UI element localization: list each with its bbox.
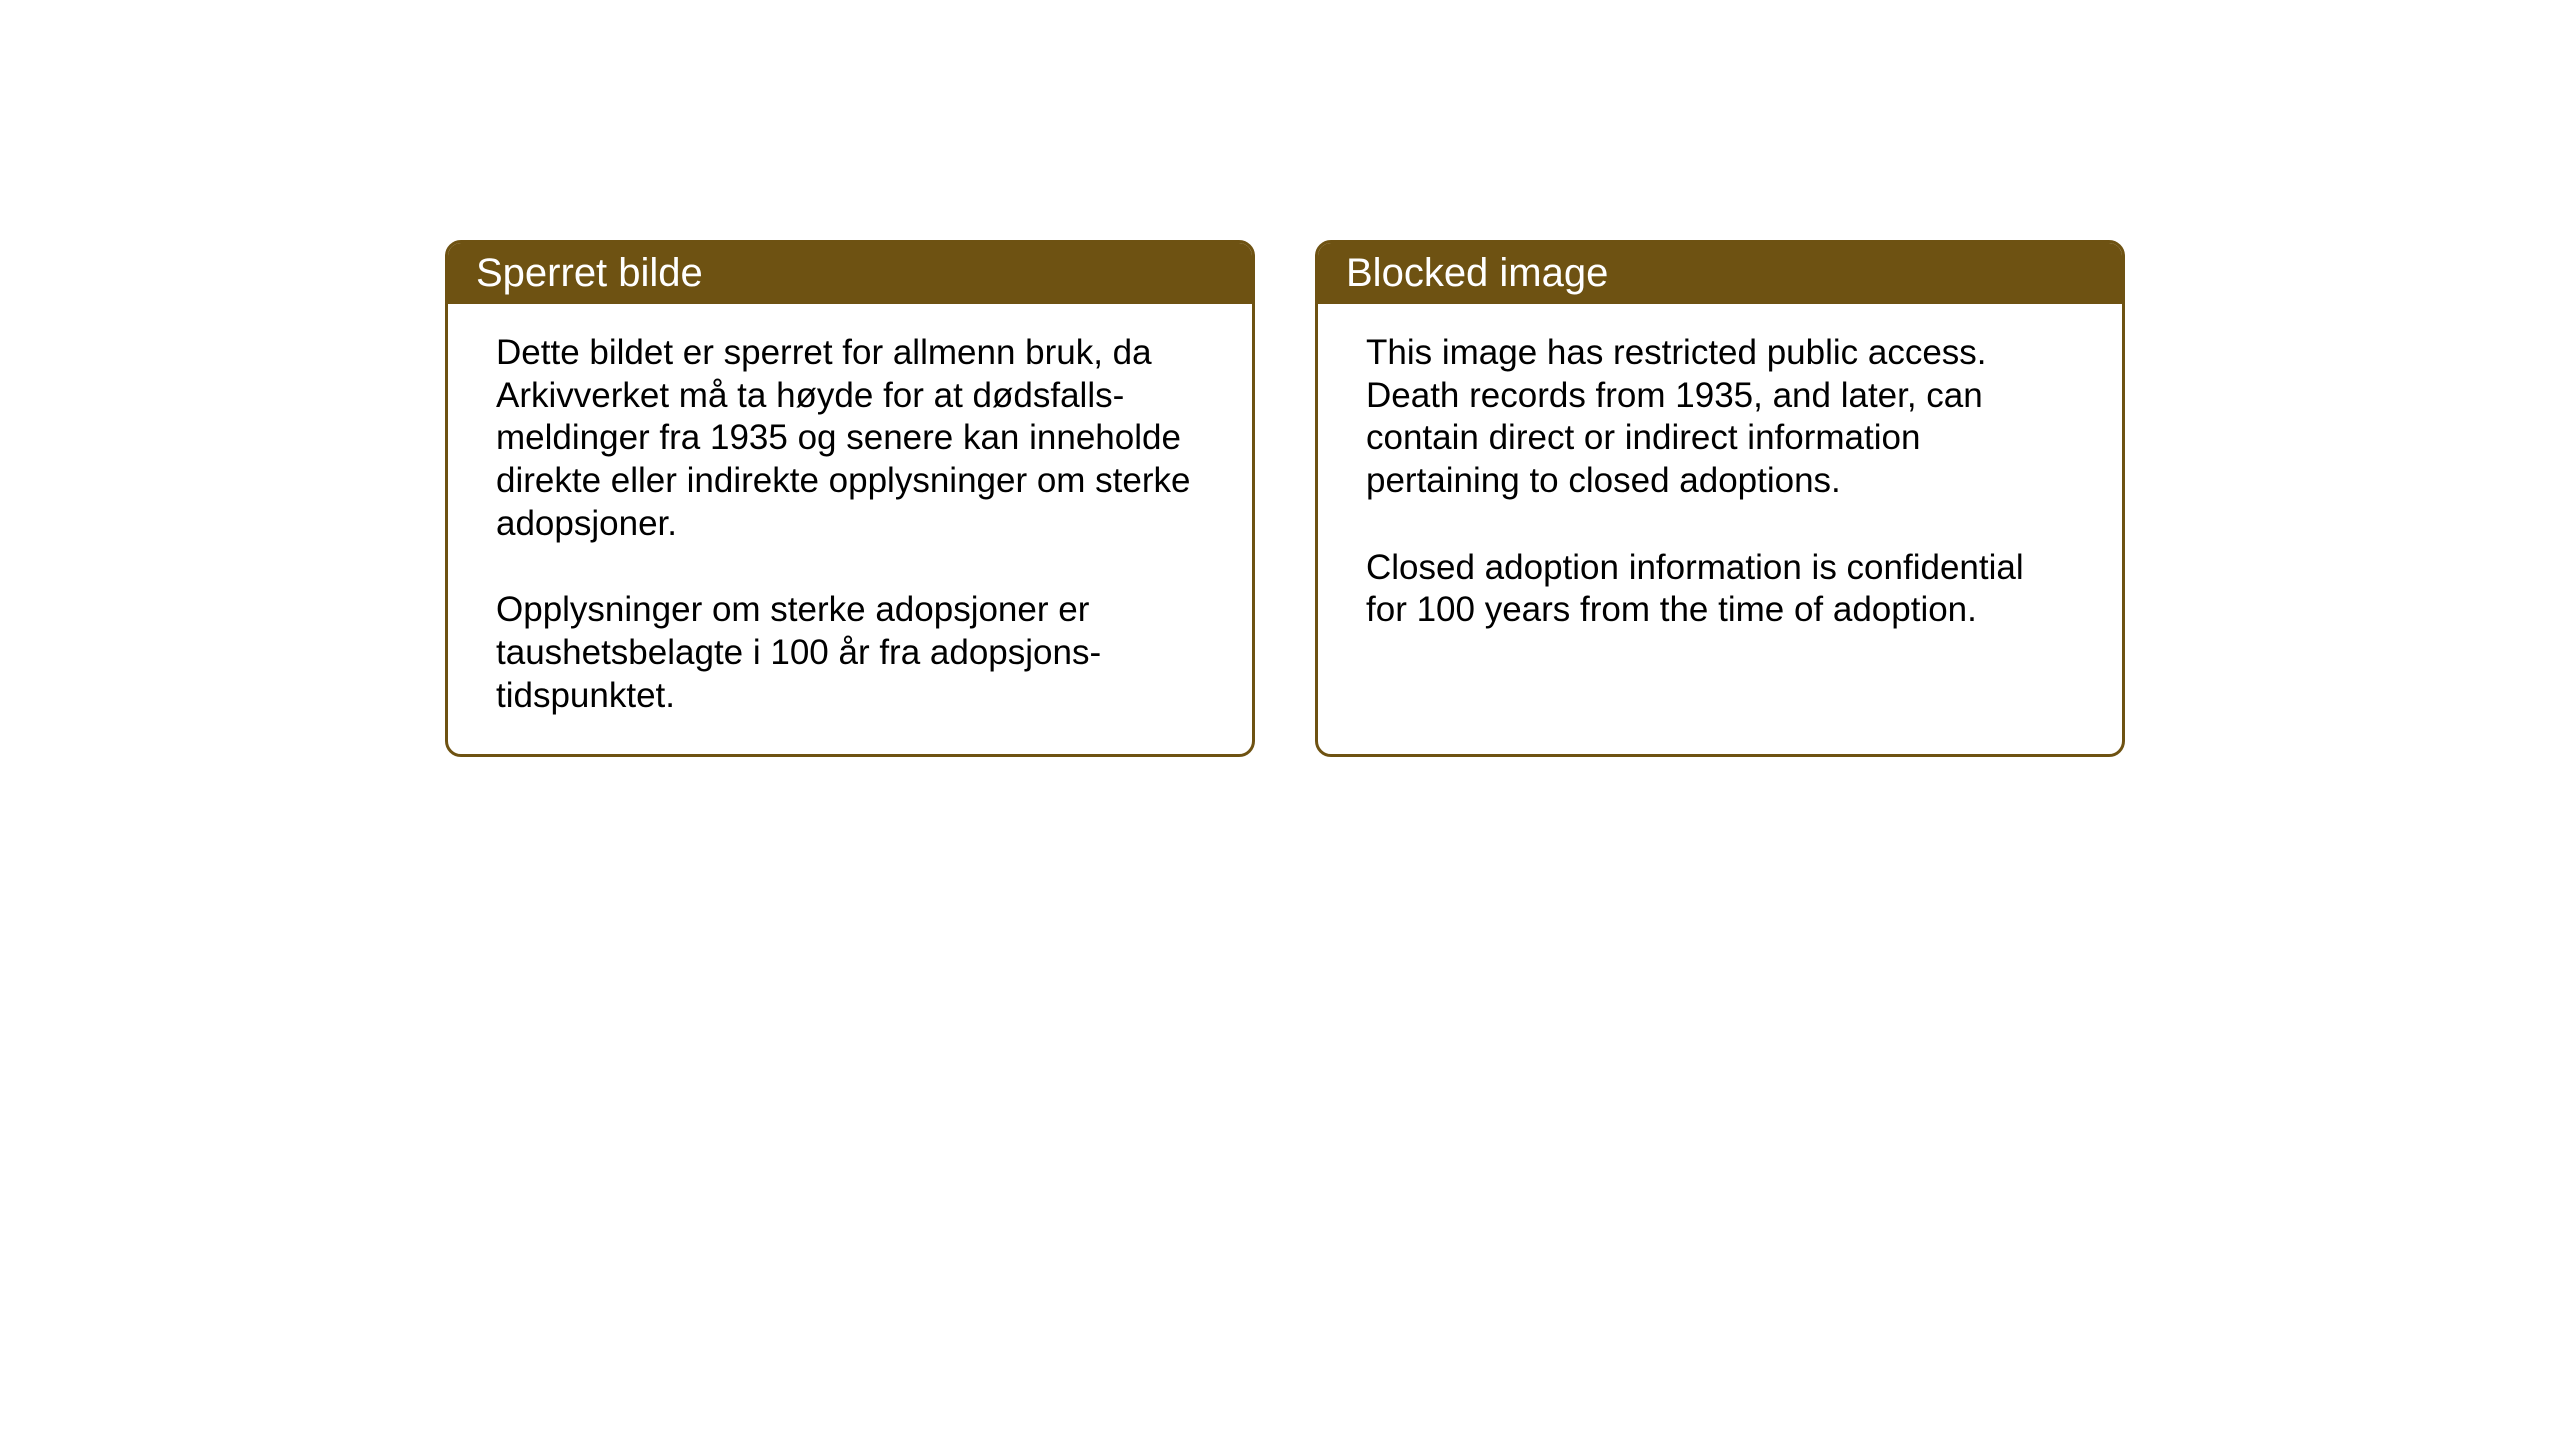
english-card-title: Blocked image xyxy=(1318,243,2122,304)
english-paragraph-2: Closed adoption information is confident… xyxy=(1366,547,2074,632)
norwegian-notice-card: Sperret bilde Dette bildet er sperret fo… xyxy=(445,240,1255,757)
norwegian-card-title: Sperret bilde xyxy=(448,243,1252,304)
english-paragraph-1: This image has restricted public access.… xyxy=(1366,332,2074,503)
english-card-body: This image has restricted public access.… xyxy=(1318,304,2122,744)
norwegian-paragraph-2: Opplysninger om sterke adopsjoner er tau… xyxy=(496,589,1204,717)
notice-cards-container: Sperret bilde Dette bildet er sperret fo… xyxy=(445,240,2125,757)
norwegian-card-body: Dette bildet er sperret for allmenn bruk… xyxy=(448,304,1252,754)
norwegian-paragraph-1: Dette bildet er sperret for allmenn bruk… xyxy=(496,332,1204,545)
english-notice-card: Blocked image This image has restricted … xyxy=(1315,240,2125,757)
